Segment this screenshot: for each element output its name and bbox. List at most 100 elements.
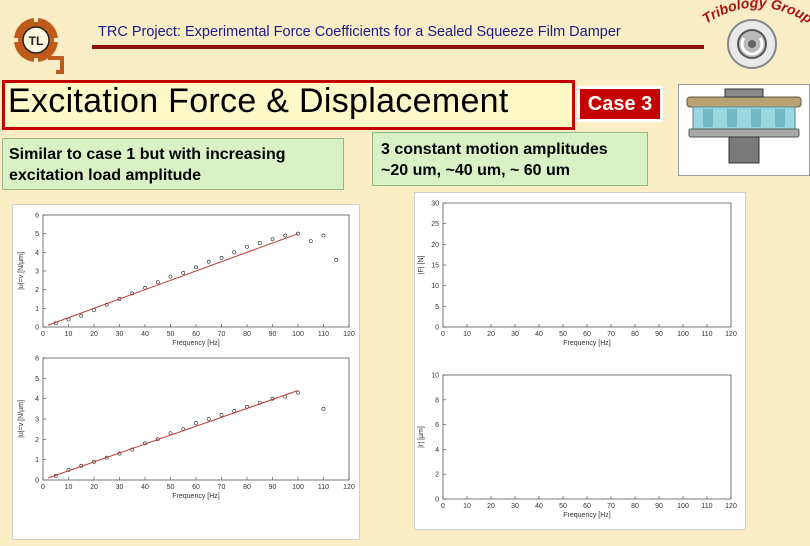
chart-0-y-tick-label: 1 [35,306,39,313]
chart-0-y-tick-label: 6 [35,213,39,220]
chart-1-x-tick-label: 80 [243,484,251,491]
chart-0-x-tick-label: 70 [218,331,226,338]
slide-title-box [2,80,575,130]
chart-2-x-tick-label: 80 [631,331,639,338]
chart-0-x-tick-label: 40 [141,331,149,338]
chart-3-x-tick-label: 0 [441,503,445,510]
chart-3-y-tick-label: 2 [435,472,439,479]
chart-0-y-axis-label: |u|=v [N/µm] [18,252,25,290]
chart-0-point [296,231,300,236]
chart-1-y-tick-label: 4 [35,396,39,403]
chart-0-x-tick-label: 30 [116,331,124,338]
chart-0-point [308,239,313,244]
chart-0-x-tick-label: 20 [90,331,98,338]
chart-3-x-tick-label: 100 [677,503,689,510]
chart-1-x-tick-label: 10 [65,484,73,491]
tribology-group-logo: Tribology Group [699,0,810,78]
chart-2-x-tick-label: 30 [511,331,519,338]
chart-3-x-tick-label: 30 [511,503,519,510]
chart-0-point [283,233,288,238]
chart-2-x-tick-label: 110 [701,331,712,338]
chart-3-x-tick-label: 20 [487,503,495,510]
chart-0-x-tick-label: 110 [318,331,329,338]
chart-0-x-tick-label: 50 [167,331,175,338]
chart-1-x-tick-label: 70 [218,484,226,491]
chart-0-x-tick-label: 100 [292,331,304,338]
chart-1-x-tick-label: 110 [318,484,329,491]
chart-1-y-tick-label: 6 [35,356,39,363]
chart-0-x-tick-label: 10 [65,331,73,338]
chart-0-point [79,313,84,318]
chart-0-x-tick-label: 80 [243,331,251,338]
header-divider [92,45,704,49]
chart-3-x-axis-label: Frequency [Hz] [563,512,611,519]
chart-1-x-tick-label: 0 [41,484,45,491]
chart-3-x-tick-label: 80 [631,503,639,510]
chart-1-y-axis-label: |u|=v [N/µm] [18,400,25,438]
chart-2-y-axis-label: |F| [N] [418,256,425,275]
chart-1-x-tick-label: 60 [192,484,200,491]
chart-2-x-tick-label: 0 [441,331,445,338]
chart-0-x-tick-label: 90 [269,331,277,338]
chart-2-x-tick-label: 120 [725,331,737,338]
chart-2-x-tick-label: 50 [559,331,567,338]
chart-0-x-tick-label: 0 [41,331,45,338]
chart-2-y-tick-label: 20 [431,242,439,249]
chart-1-point [206,417,211,421]
chart-2-x-axis-label: Frequency [Hz] [563,340,611,347]
right-charts: 0 10 20 30 40 50 60 70 80 90 100 110 120051015202530… [418,201,737,520]
tl-logo-text: TL [29,34,44,48]
left-chart-panel: 0 10 20 30 40 50 60 70 80 90 100 110 120 0 1 2 3 4 5 6 Frequ… [12,204,360,540]
chart-1-y-tick-label: 2 [35,437,39,444]
chart-2-x-tick-label: 20 [487,331,495,338]
chart-3-y-tick-label: 10 [431,373,439,380]
chart-0-y-tick-label: 4 [35,250,39,257]
chart-0-point [219,256,224,260]
chart-0-y-tick-label: 5 [35,231,39,238]
right-chart-panel: 0 10 20 30 40 50 60 70 80 90 100 110 120 0 5 10 15 20 25 30… [414,192,746,530]
chart-3-x-tick-label: 10 [463,503,471,510]
chart-0-point [117,297,122,301]
chart-0-point [321,233,326,238]
chart-0-y-tick-label: 2 [35,287,39,294]
chart-3-frame [442,374,732,500]
chart-0-point [168,274,173,279]
chart-2-y-tick-label: 25 [431,221,439,228]
chart-1-x-tick-label: 30 [116,484,124,491]
chart-0-point [194,265,198,270]
chart-0-point [181,270,186,275]
chart-0-x-axis-label: Frequency [Hz] [172,340,220,347]
chart-0-x-tick-label: 120 [343,331,355,338]
chart-2-y-tick-label: 5 [435,304,439,311]
chart-3-x-tick-label: 90 [655,503,663,510]
chart-1-y-tick-label: 3 [35,417,39,424]
chart-3-x-tick-label: 50 [559,503,567,510]
chart-0-x-tick-label: 60 [192,331,200,338]
chart-1-x-tick-label: 40 [141,484,149,491]
left-note: Similar to case 1 but with increasing ex… [2,138,344,190]
chart-3-y-tick-label: 4 [435,447,439,454]
chart-0-y-tick-label: 3 [35,269,39,276]
chart-3-y-tick-label: 6 [435,422,439,429]
chart-0-point [155,280,160,285]
chart-2-x-tick-label: 10 [463,331,471,338]
chart-2-x-tick-label: 100 [677,331,689,338]
chart-3-x-tick-label: 60 [583,503,591,510]
chart-1-y-tick-label: 5 [35,376,39,383]
chart-2-x-tick-label: 90 [655,331,663,338]
chart-1-point [219,413,224,417]
chart-3-y-axis-label: |r| [µm] [418,426,425,448]
chart-2-y-tick-label: 10 [431,283,439,290]
chart-1-x-tick-label: 100 [292,484,304,491]
chart-3-x-tick-label: 40 [535,503,543,510]
chart-2-y-tick-label: 15 [431,263,439,270]
chart-2-y-tick-label: 0 [435,325,439,332]
chart-1-x-tick-label: 90 [269,484,277,491]
chart-3-x-tick-label: 110 [701,503,712,510]
chart-1-x-axis-label: Frequency [Hz] [172,493,220,500]
chart-2-x-tick-label: 60 [583,331,591,338]
header-title: TRC Project: Experimental Force Coeffici… [98,24,621,40]
chart-0-point [232,250,237,255]
chart-2-frame [442,202,732,328]
chart-1-x-tick-label: 20 [90,484,98,491]
